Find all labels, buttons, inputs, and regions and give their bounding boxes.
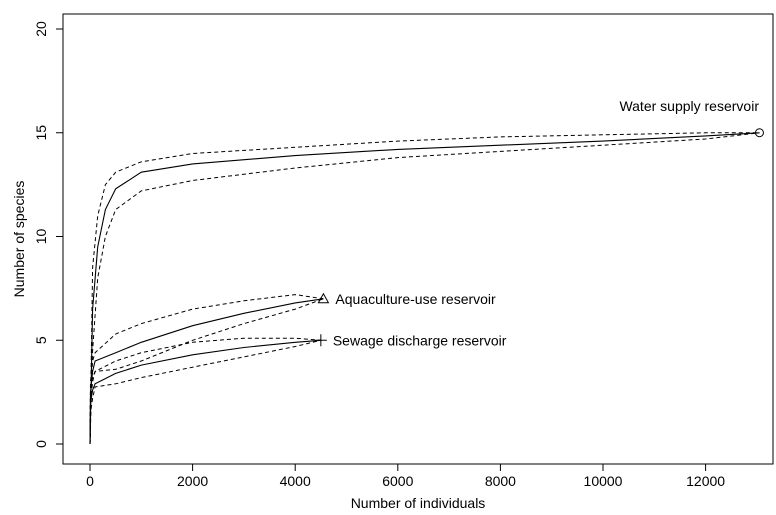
series-2: Sewage discharge reservoir: [89, 332, 507, 445]
triangle-marker: [317, 292, 330, 304]
series-label: Sewage discharge reservoir: [333, 332, 507, 348]
x-tick-label: 8000: [485, 473, 516, 489]
series-lower-bound: [89, 298, 324, 445]
series-upper-bound: [89, 337, 321, 445]
x-axis-title: Number of individuals: [351, 495, 486, 511]
series-upper-bound: [89, 132, 760, 445]
x-tick-label: 10000: [584, 473, 623, 489]
series-line: [89, 339, 321, 445]
y-tick-label: 20: [33, 21, 49, 37]
x-tick-label: 0: [86, 473, 94, 489]
x-tick-label: 4000: [280, 473, 311, 489]
y-tick-label: 0: [33, 440, 49, 448]
y-tick-label: 5: [33, 336, 49, 344]
x-tick-label: 12000: [686, 473, 725, 489]
x-axis: 0 2000 4000 6000 8000 10000 12000: [86, 464, 725, 489]
plot-frame: [62, 13, 774, 465]
series-label: Water supply reservoir: [619, 98, 759, 114]
circle-marker: [754, 128, 764, 138]
series-lower-bound: [89, 339, 322, 445]
series-line: [89, 298, 324, 445]
series-layer: Water supply reservoir Aquaculture-use re…: [89, 98, 764, 445]
x-tick-label: 2000: [177, 473, 208, 489]
series-lower-bound: [89, 132, 760, 445]
series-line: [89, 132, 760, 445]
y-axis: 0 5 10 15 20: [33, 21, 63, 448]
series-1: Aquaculture-use reservoir: [89, 291, 496, 445]
plus-marker: [314, 334, 327, 347]
y-axis-title: Number of species: [11, 181, 27, 298]
x-tick-label: 6000: [382, 473, 413, 489]
y-tick-label: 10: [33, 229, 49, 245]
y-tick-label: 15: [33, 125, 49, 141]
series-label: Aquaculture-use reservoir: [335, 291, 496, 307]
series-upper-bound: [89, 294, 324, 445]
series-0: Water supply reservoir: [89, 98, 764, 445]
